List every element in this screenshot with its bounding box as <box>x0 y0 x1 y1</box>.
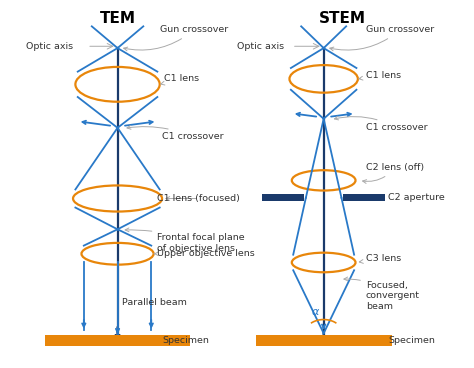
Bar <box>262 194 304 201</box>
Text: C2 aperture: C2 aperture <box>388 193 445 202</box>
Text: C1 crossover: C1 crossover <box>127 125 224 141</box>
Bar <box>256 335 392 346</box>
Text: Upper objective lens: Upper objective lens <box>155 249 255 258</box>
Text: Parallel beam: Parallel beam <box>122 298 187 307</box>
Text: Gun crossover: Gun crossover <box>124 25 228 51</box>
Bar <box>45 335 190 346</box>
Text: Frontal focal plane
of objective lens: Frontal focal plane of objective lens <box>125 228 245 253</box>
Text: C1 lens: C1 lens <box>359 71 401 80</box>
Text: C1 lens (focused): C1 lens (focused) <box>157 194 240 203</box>
Text: Optic axis: Optic axis <box>237 42 284 51</box>
Text: C3 lens: C3 lens <box>359 254 401 263</box>
Text: Specimen: Specimen <box>388 336 435 345</box>
Text: STEM: STEM <box>319 11 366 26</box>
Text: α: α <box>311 307 319 316</box>
Text: Optic axis: Optic axis <box>26 42 73 51</box>
Text: C1 crossover: C1 crossover <box>335 116 428 132</box>
Text: Specimen: Specimen <box>162 336 209 345</box>
Text: Gun crossover: Gun crossover <box>330 25 434 51</box>
Text: C1 lens: C1 lens <box>161 74 200 85</box>
Bar <box>343 194 385 201</box>
Text: TEM: TEM <box>100 11 136 26</box>
Text: C2 lens (off): C2 lens (off) <box>363 163 424 183</box>
Text: Focused,
convergent
beam: Focused, convergent beam <box>344 277 420 311</box>
